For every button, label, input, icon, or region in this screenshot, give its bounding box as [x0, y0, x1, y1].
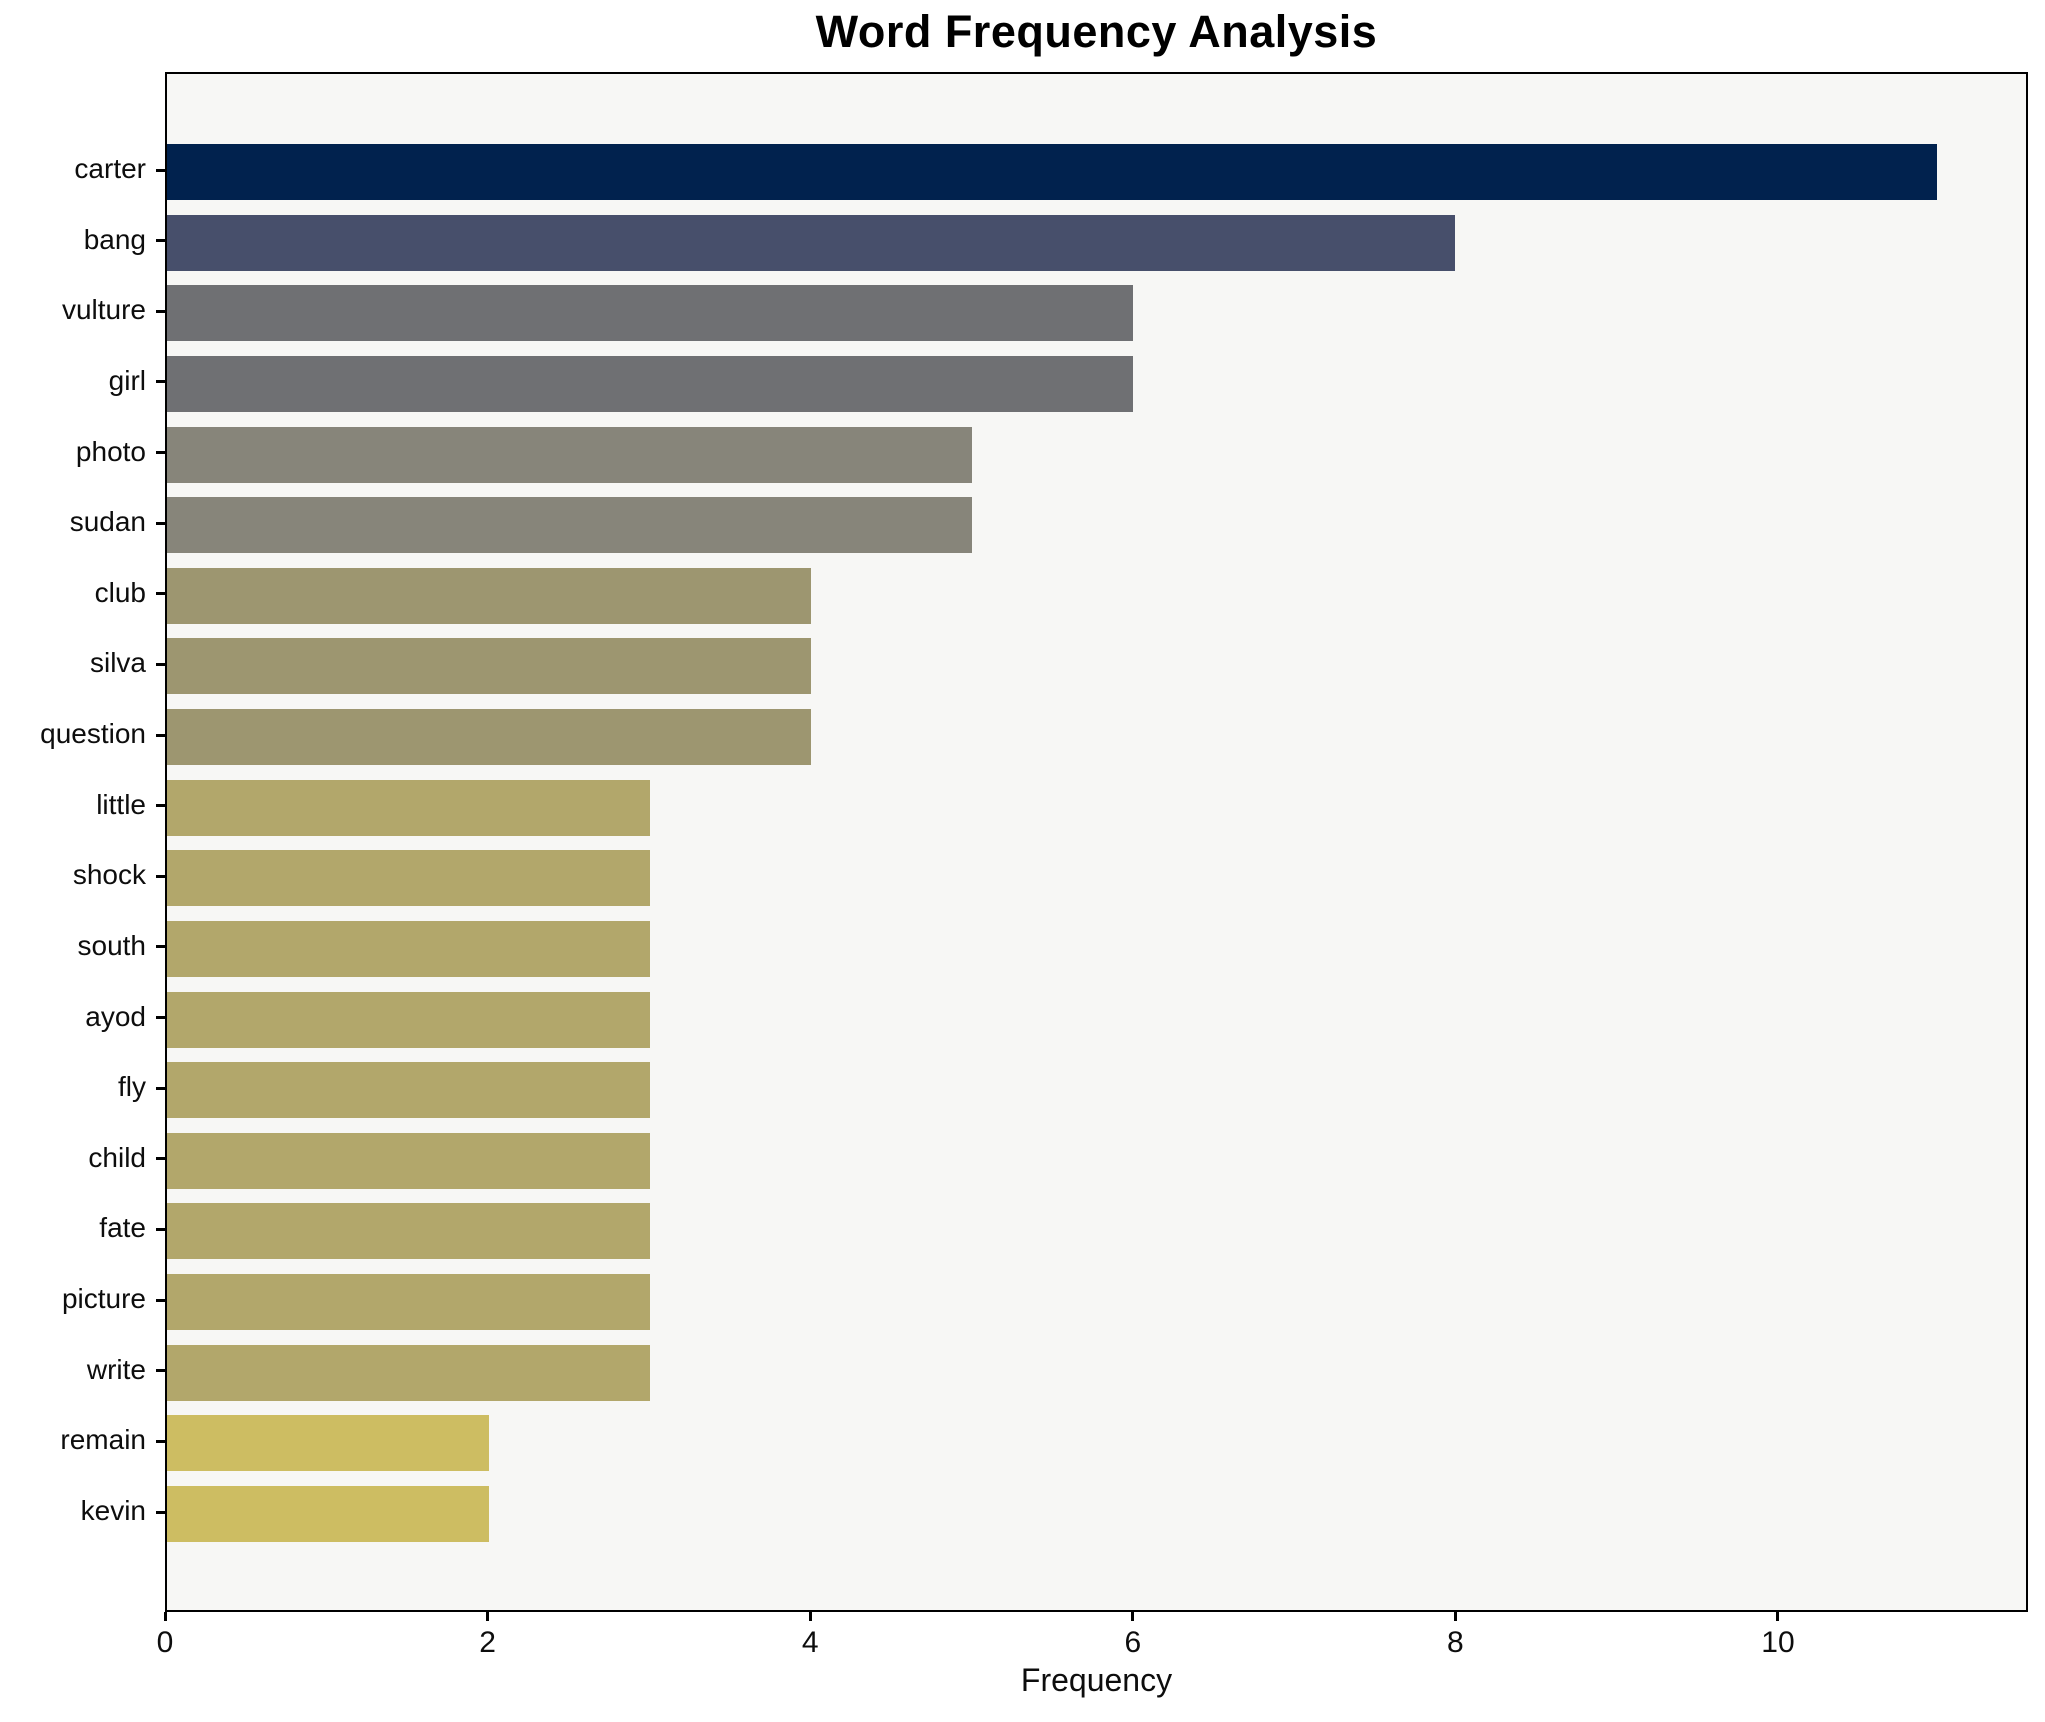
x-axis-title: Frequency [1020, 1662, 1173, 1698]
x-tick-label-6: 6 [1124, 1626, 1142, 1659]
bar-south [167, 920, 650, 977]
x-tick-label-2: 2 [479, 1626, 496, 1659]
x-tick-0 [163, 1612, 167, 1621]
bar-club [167, 567, 811, 624]
bar-ayod [167, 991, 650, 1048]
bar-silva [167, 638, 811, 695]
bar-fate [167, 1203, 650, 1260]
bar-photo [167, 426, 972, 483]
y-tick-label-carter: carter [74, 153, 146, 184]
y-tick-vulture [156, 309, 165, 313]
y-tick-label-girl: girl [108, 364, 146, 396]
y-tick-ayod [156, 1016, 165, 1020]
x-tick-label-0: 0 [156, 1626, 174, 1659]
y-tick-carter [156, 168, 165, 172]
y-tick-label-sudan: sudan [69, 506, 146, 538]
y-tick-photo [156, 451, 165, 455]
bar-girl [167, 355, 1133, 412]
y-tick-fate [156, 1227, 165, 1231]
bar-write [167, 1344, 650, 1401]
x-tick-2 [486, 1612, 490, 1621]
y-tick-south [156, 945, 165, 949]
bar-vulture [167, 285, 1133, 342]
bar-shock [167, 850, 650, 907]
y-tick-label-south: south [77, 929, 147, 961]
y-tick-label-write: write [86, 1353, 146, 1385]
y-tick-girl [156, 380, 165, 384]
y-tick-little [156, 804, 165, 808]
y-tick-label-shock: shock [72, 859, 146, 891]
bar-little [167, 779, 650, 836]
y-tick-label-remain: remain [60, 1424, 146, 1456]
y-tick-label-kevin: kevin [80, 1495, 146, 1526]
plot-area [165, 72, 2028, 1612]
y-tick-label-question: question [40, 718, 146, 750]
bar-picture [167, 1274, 650, 1331]
y-tick-sudan [156, 521, 165, 525]
y-tick-fly [156, 1086, 165, 1090]
y-tick-silva [156, 662, 165, 666]
y-tick-remain [156, 1439, 165, 1443]
bar-bang [167, 214, 1455, 271]
x-tick-6 [1131, 1612, 1135, 1621]
bar-carter [167, 144, 1938, 200]
bar-fly [167, 1062, 650, 1119]
y-tick-label-bang: bang [83, 223, 146, 255]
bar-child [167, 1132, 650, 1189]
y-tick-write [156, 1369, 165, 1373]
y-tick-shock [156, 874, 165, 878]
x-tick-4 [808, 1612, 812, 1621]
bar-sudan [167, 497, 972, 554]
x-tick-label-8: 8 [1447, 1626, 1464, 1659]
y-tick-label-little: little [96, 788, 146, 820]
y-tick-club [156, 592, 165, 596]
y-tick-question [156, 733, 165, 737]
x-tick-label-4: 4 [801, 1626, 819, 1659]
chart-title: Word Frequency Analysis [815, 6, 1378, 57]
y-tick-label-fly: fly [118, 1071, 146, 1103]
y-tick-label-club: club [94, 576, 146, 608]
bar-kevin [167, 1486, 489, 1542]
y-tick-label-photo: photo [75, 435, 146, 467]
y-tick-label-silva: silva [89, 647, 146, 679]
x-tick-10 [1776, 1612, 1780, 1621]
y-tick-bang [156, 239, 165, 243]
y-tick-label-vulture: vulture [61, 294, 146, 326]
y-tick-picture [156, 1298, 165, 1302]
bar-question [167, 709, 811, 766]
y-tick-label-fate: fate [99, 1212, 146, 1244]
y-tick-label-child: child [88, 1141, 146, 1173]
y-tick-kevin [156, 1510, 165, 1514]
x-tick-8 [1453, 1612, 1457, 1621]
y-tick-label-ayod: ayod [85, 1000, 146, 1032]
x-tick-label-10: 10 [1761, 1626, 1795, 1659]
bar-remain [167, 1415, 489, 1472]
y-tick-label-picture: picture [61, 1283, 146, 1315]
y-tick-child [156, 1157, 165, 1161]
